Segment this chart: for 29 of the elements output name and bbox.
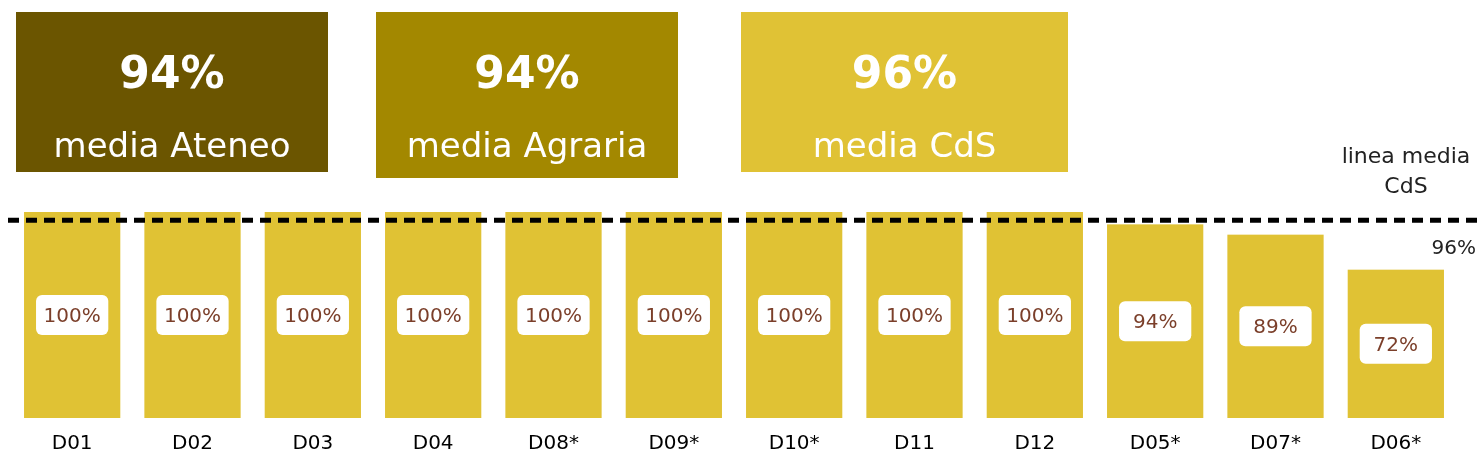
x-tick-label: D11 (894, 430, 935, 454)
ref-line-label: linea media CdS (1341, 143, 1471, 199)
data-label: 100% (1006, 303, 1064, 327)
x-tick-label: D07* (1250, 430, 1301, 454)
x-tick-label: D03 (292, 430, 334, 454)
summary-card: 96% media CdS (741, 12, 1068, 172)
x-tick-label: D01 (51, 430, 93, 454)
x-tick-label: D09* (648, 430, 700, 454)
x-tick-label: D05* (1129, 430, 1181, 454)
data-label: 94% (1132, 309, 1178, 334)
data-label: 100% (885, 303, 944, 327)
x-tick-label: D04 (412, 430, 454, 454)
data-label: 100% (765, 303, 823, 327)
summary-card: 94% media Agraria (376, 12, 678, 178)
data-label: 100% (404, 303, 462, 327)
data-label: 100% (163, 303, 222, 327)
x-tick-label: D08* (528, 430, 579, 454)
data-label: 100% (524, 303, 583, 327)
data-label: 72% (1373, 331, 1419, 356)
x-tick-label: D02 (172, 430, 213, 454)
data-label: 100% (43, 303, 101, 327)
data-label: 100% (645, 303, 703, 327)
summary-card: 94% media Ateneo (16, 12, 328, 172)
x-tick-label: D12 (1014, 430, 1056, 454)
annotation: 96% (1431, 235, 1476, 260)
data-label: 100% (284, 303, 342, 327)
x-tick-label: D10* (768, 430, 820, 454)
data-label: 89% (1253, 314, 1298, 339)
x-tick-label: D06* (1370, 430, 1422, 454)
